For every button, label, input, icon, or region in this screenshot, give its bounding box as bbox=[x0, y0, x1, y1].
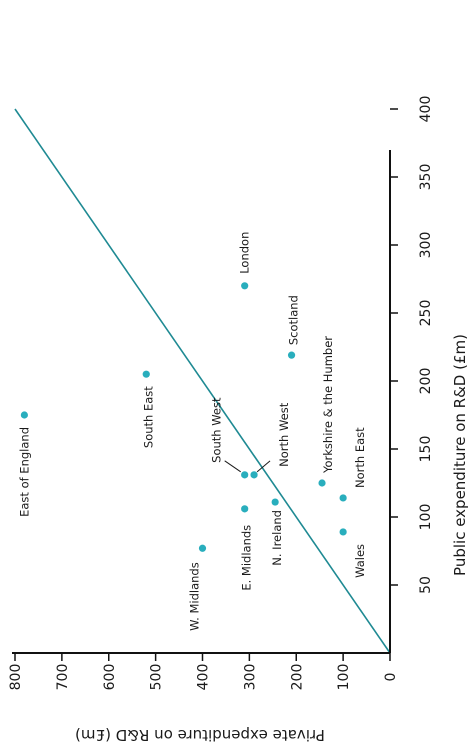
axes bbox=[12, 150, 391, 654]
point-label: Yorkshire & the Humber bbox=[321, 336, 335, 474]
y-axis-ticks: 0 100 200 300 400 500 600 700 800 bbox=[8, 653, 399, 690]
data-point bbox=[271, 498, 279, 506]
x-tick-label: 350 bbox=[418, 164, 434, 191]
point-label: W. Midlands bbox=[188, 562, 202, 631]
data-points bbox=[20, 282, 347, 552]
x-axis-ticks: 50 100 150 200 250 300 350 400 bbox=[390, 96, 434, 594]
data-point bbox=[20, 411, 28, 419]
y-tick-label: 300 bbox=[242, 664, 258, 691]
data-point bbox=[318, 479, 326, 487]
point-label: South East bbox=[141, 386, 155, 448]
y-tick-label: 200 bbox=[289, 664, 305, 691]
x-tick-label: 250 bbox=[418, 300, 434, 327]
x-tick-label: 200 bbox=[418, 368, 434, 395]
point-label: Scotland bbox=[287, 295, 301, 345]
x-tick-label: 100 bbox=[418, 504, 434, 531]
point-label: East of England bbox=[17, 427, 31, 517]
point-label: North East bbox=[353, 427, 367, 488]
point-labels: East of England South East W. Midlands Lond… bbox=[17, 232, 367, 631]
point-label: London bbox=[238, 232, 252, 274]
data-point bbox=[339, 528, 347, 536]
data-point bbox=[198, 544, 207, 552]
south-west-leader bbox=[224, 460, 241, 473]
x-axis-label: Public expenditure on R&D (£m) bbox=[451, 334, 469, 576]
data-point bbox=[241, 505, 249, 513]
reference-line bbox=[14, 108, 391, 654]
x-tick-label: 300 bbox=[418, 232, 434, 259]
y-tick-label: 800 bbox=[8, 664, 24, 691]
x-tick-label: 400 bbox=[418, 96, 434, 123]
y-tick-label: 500 bbox=[149, 664, 165, 691]
y-tick-label: 100 bbox=[336, 664, 352, 691]
x-tick-label: 50 bbox=[418, 576, 434, 594]
data-point bbox=[241, 471, 249, 479]
data-point bbox=[241, 282, 249, 290]
point-label: North West bbox=[277, 402, 291, 467]
y-axis-label: Private expenditure on R&D (£m) bbox=[75, 726, 325, 744]
y-tick-label: 600 bbox=[102, 664, 118, 691]
point-label: South West bbox=[210, 397, 224, 463]
x-tick-label: 150 bbox=[418, 436, 434, 463]
point-label: Wales bbox=[353, 544, 367, 578]
y-tick-label: 0 bbox=[383, 673, 399, 682]
north-west-leader bbox=[256, 460, 271, 473]
y-tick-label: 700 bbox=[55, 664, 71, 691]
point-label: N. Ireland bbox=[270, 510, 284, 566]
y-tick-label: 400 bbox=[196, 664, 212, 691]
point-label: E. Midlands bbox=[240, 525, 254, 591]
data-point bbox=[287, 351, 296, 359]
data-point bbox=[339, 494, 347, 502]
plot-area bbox=[14, 108, 391, 654]
data-point bbox=[250, 471, 258, 479]
data-point bbox=[142, 370, 150, 378]
